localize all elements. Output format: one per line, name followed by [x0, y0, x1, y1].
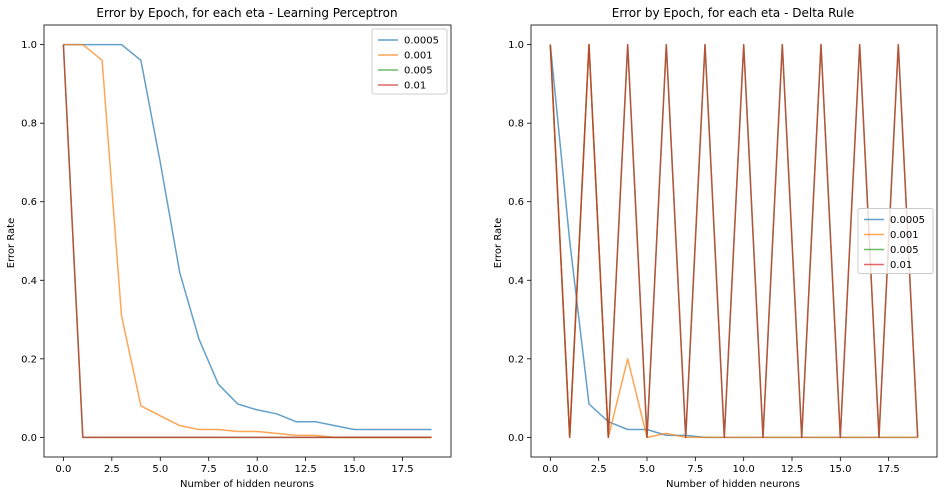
x-tick-label: 2.5 [591, 464, 607, 475]
x-tick-label: 5.0 [152, 464, 168, 475]
legend-label: 0.0005 [890, 215, 925, 226]
chart-learning-perceptron: Error by Epoch, for each eta - Learning … [6, 6, 452, 490]
series-line-0-001 [549, 43, 918, 439]
x-tick-label: 12.5 [295, 464, 317, 475]
y-tick-label: 0.2 [21, 354, 37, 365]
legend-label: 0.0005 [404, 36, 439, 47]
y-axis-label: Error Rate [493, 218, 504, 268]
series-line-0-001 [63, 43, 432, 439]
x-tick-label: 7.5 [687, 464, 703, 475]
series-lines [549, 43, 919, 439]
x-tick-label: 12.5 [781, 464, 803, 475]
legend-label: 0.001 [890, 230, 919, 241]
y-tick-label: 1.0 [508, 40, 524, 51]
y-tick-label: 0.8 [508, 119, 524, 130]
x-tick-label: 0.0 [55, 464, 71, 475]
x-tick-label: 7.5 [201, 464, 217, 475]
y-tick-label: 0.4 [508, 276, 524, 287]
y-tick-label: 0.0 [21, 433, 37, 444]
plot-frame [530, 24, 938, 458]
legend-box [371, 28, 448, 95]
x-axis-label: Number of hidden neurons [180, 479, 314, 490]
series-line-0-01 [549, 43, 919, 439]
y-tick-label: 1.0 [21, 40, 37, 51]
y-tick-label: 0.8 [21, 119, 37, 130]
chart-title: Error by Epoch, for each eta - Learning … [96, 6, 397, 20]
x-tick-label: 17.5 [391, 464, 413, 475]
y-tick-label: 0.2 [508, 354, 524, 365]
legend-label: 0.01 [404, 81, 426, 92]
x-tick-label: 2.5 [104, 464, 120, 475]
x-tick-label: 5.0 [639, 464, 655, 475]
x-tick-label: 10.0 [733, 464, 755, 475]
series-lines [62, 43, 432, 439]
legend-label: 0.005 [404, 66, 433, 77]
y-tick-label: 0.0 [508, 433, 524, 444]
y-tick-label: 0.4 [21, 276, 37, 287]
x-tick-label: 0.0 [542, 464, 558, 475]
x-axis-label: Number of hidden neurons [666, 479, 800, 490]
legend-box [857, 208, 934, 274]
x-tick-label: 10.0 [246, 464, 268, 475]
y-tick-label: 0.6 [508, 197, 524, 208]
series-line-0-005 [62, 44, 432, 439]
chart-delta-rule: Error by Epoch, for each eta - Delta Rul… [493, 6, 938, 490]
y-tick-label: 0.6 [21, 197, 37, 208]
x-tick-label: 17.5 [878, 464, 900, 475]
legend: 0.0005 0.001 0.005 0.01 [371, 28, 448, 95]
chart-title: Error by Epoch, for each eta - Delta Rul… [612, 6, 854, 20]
legend-label: 0.005 [890, 245, 919, 256]
series-line-0-01 [62, 44, 432, 439]
x-tick-label: 15.0 [343, 464, 365, 475]
legend-label: 0.01 [890, 260, 912, 271]
legend-label: 0.001 [404, 51, 433, 62]
series-line-0-0005 [63, 43, 432, 431]
plot-frame [43, 24, 452, 458]
x-tick-label: 15.0 [829, 464, 851, 475]
legend: 0.0005 0.001 0.005 0.01 [857, 208, 934, 274]
y-axis-label: Error Rate [6, 218, 17, 268]
